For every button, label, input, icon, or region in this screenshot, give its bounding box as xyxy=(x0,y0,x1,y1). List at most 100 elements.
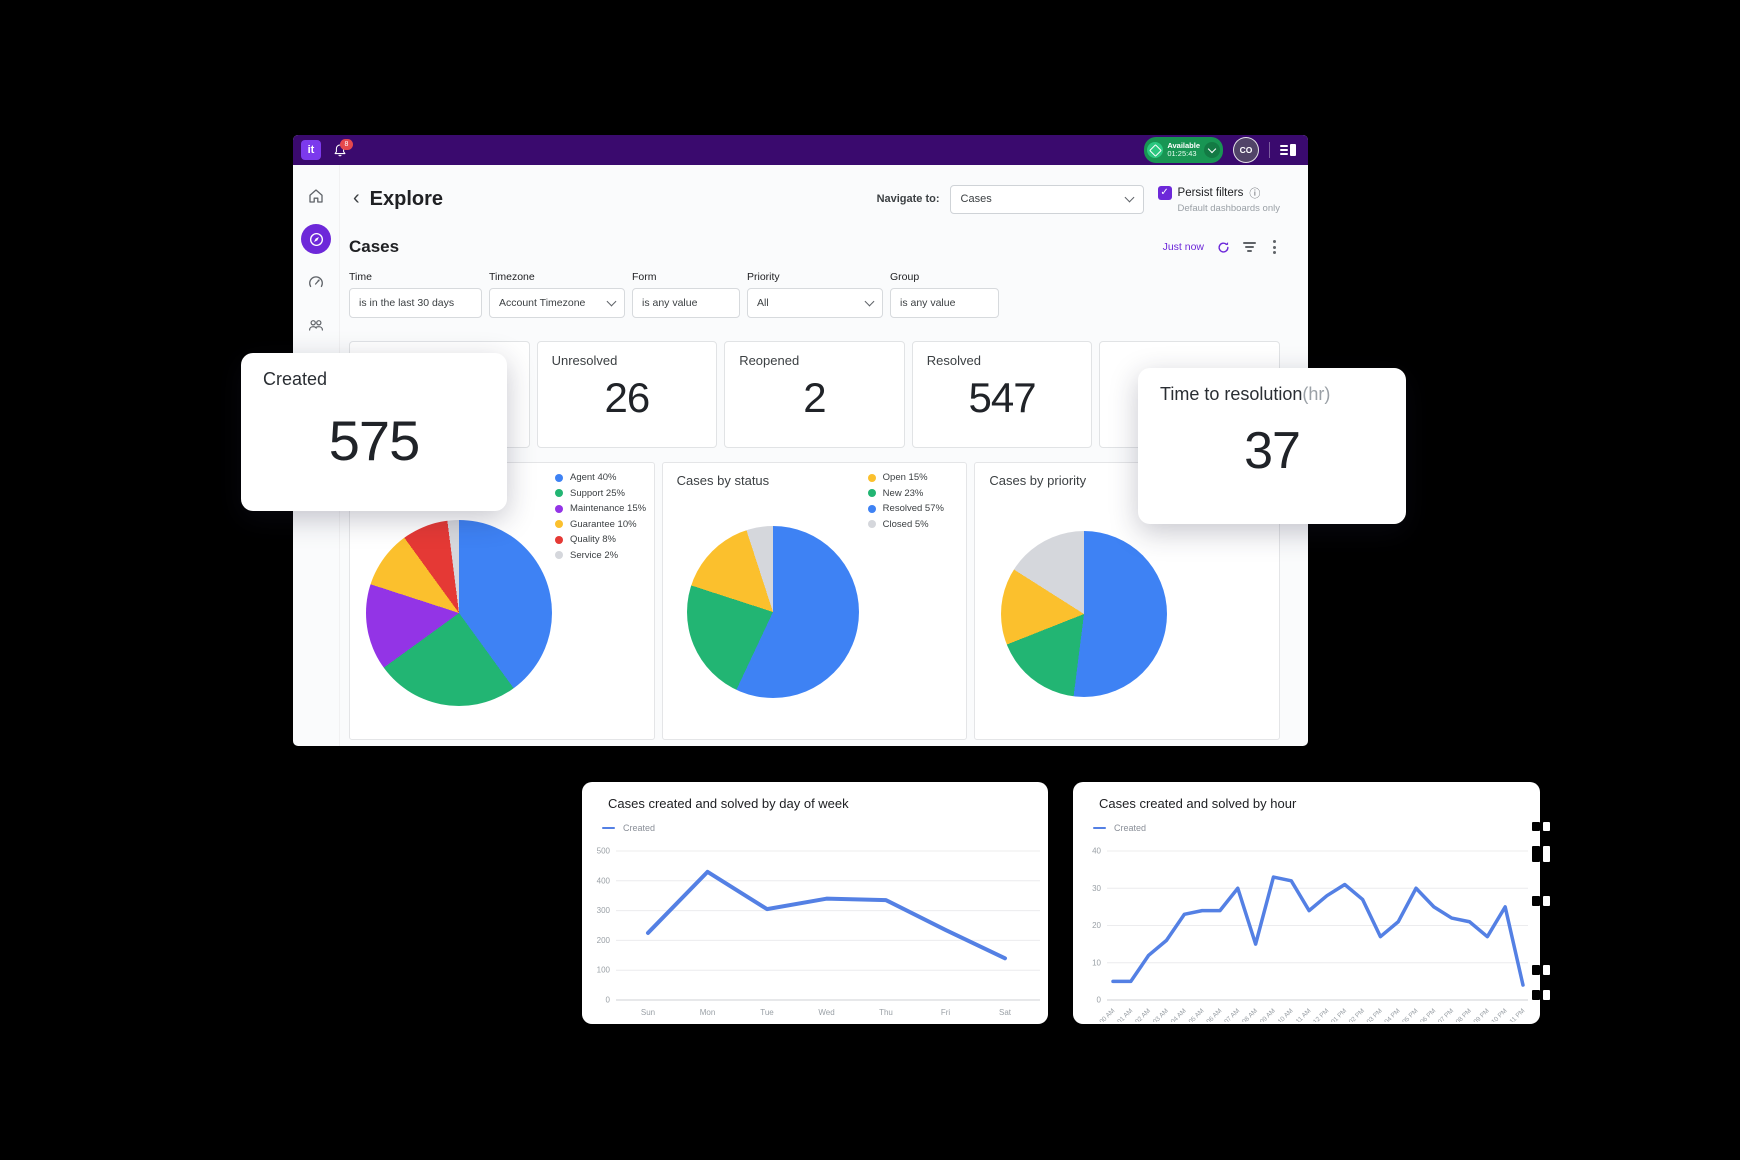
svg-text:03 AM: 03 AM xyxy=(1152,1007,1170,1022)
svg-text:02 AM: 02 AM xyxy=(1134,1007,1152,1022)
pie-legend: Agent 40% Support 25% Maintenance 15% Guara… xyxy=(555,472,646,561)
status-chevron-icon[interactable] xyxy=(1204,142,1220,158)
decor-dash-white xyxy=(1543,965,1550,975)
metric-value: 547 xyxy=(968,374,1037,421)
metric-card-created[interactable]: Created 575 xyxy=(241,353,507,511)
filter-icon[interactable] xyxy=(1243,242,1256,252)
svg-text:10 AM: 10 AM xyxy=(1277,1007,1295,1022)
svg-text:11 PM: 11 PM xyxy=(1509,1007,1527,1022)
legend-item: Agent 40% xyxy=(555,472,646,483)
svg-text:09 PM: 09 PM xyxy=(1473,1007,1491,1022)
topbar-divider xyxy=(1269,142,1270,158)
sidebar-item-home[interactable] xyxy=(301,181,331,211)
legend-item: Closed 5% xyxy=(867,518,944,530)
metric-card-resolved[interactable]: Resolved 547 xyxy=(911,341,1093,448)
metric-label: Created xyxy=(263,369,328,389)
page-title: Explore xyxy=(369,187,444,210)
cases-by-hour-line-chart[interactable]: 0 10 20 30 40 00 AM 01 AM 02 AM 03 AM 04 AM 05 AM 0… xyxy=(1073,837,1540,1027)
svg-text:300: 300 xyxy=(597,906,611,915)
persist-filters-checkbox[interactable]: ✓ xyxy=(1157,185,1172,200)
decor-notch xyxy=(1532,965,1540,975)
layout-panel-icon[interactable] xyxy=(1280,144,1296,156)
chart-card-cases-by-type: Agent 40% Support 25% Maintenance 15% Guara… xyxy=(349,462,655,740)
svg-text:09 AM: 09 AM xyxy=(1259,1007,1277,1022)
sidebar-item-explore[interactable] xyxy=(301,224,331,254)
filter-group: Group is any value xyxy=(890,271,999,318)
last-updated-label: Just now xyxy=(1162,241,1204,253)
legend-label: Closed 5% xyxy=(882,518,929,530)
filter-label: Time xyxy=(349,271,372,283)
series-name: Created xyxy=(623,823,656,833)
legend-dot xyxy=(555,551,563,559)
legend-item: Guarantee 10% xyxy=(555,519,646,530)
navigate-to-select[interactable]: Cases xyxy=(949,184,1144,214)
filter-select[interactable]: All xyxy=(747,288,883,318)
cases-by-priority-pie[interactable] xyxy=(1001,531,1168,697)
cases-by-status-pie[interactable] xyxy=(686,526,859,698)
filter-label: Group xyxy=(890,271,920,283)
legend-dot xyxy=(555,473,563,482)
persist-filters-note: Default dashboards only xyxy=(1177,202,1280,214)
metric-value: 37 xyxy=(1244,422,1301,480)
info-icon[interactable]: ⓘ xyxy=(1249,187,1261,200)
series-dash-icon xyxy=(602,826,615,830)
series-dash-icon xyxy=(1093,826,1106,830)
svg-text:01 AM: 01 AM xyxy=(1116,1007,1134,1022)
filter-form: Form is any value xyxy=(632,271,740,318)
chart-card-cases-by-status: Cases by status Open 15% New 23% Resolved … xyxy=(661,462,968,740)
svg-text:11 AM: 11 AM xyxy=(1295,1007,1313,1022)
line-legend: Created xyxy=(1093,823,1146,833)
navigate-to-label: Navigate to: xyxy=(876,193,940,205)
legend-item: Resolved 57% xyxy=(867,503,944,514)
app-logo[interactable]: it xyxy=(301,140,321,160)
svg-text:10: 10 xyxy=(1092,958,1101,967)
metric-card-unresolved[interactable]: Unresolved 26 xyxy=(536,341,718,448)
sidebar-item-dashboards[interactable] xyxy=(301,267,331,297)
svg-text:Sat: Sat xyxy=(999,1008,1012,1017)
chart-title: Cases created and solved by hour xyxy=(1099,796,1297,811)
home-icon xyxy=(309,189,323,203)
pie-legend: Open 15% New 23% Resolved 57% Closed 5% xyxy=(867,472,944,530)
refresh-icon[interactable] xyxy=(1217,241,1230,254)
svg-text:Mon: Mon xyxy=(700,1008,716,1017)
decor-dash-white xyxy=(1543,822,1550,831)
user-avatar[interactable]: CO xyxy=(1233,137,1259,163)
metric-card-reopened[interactable]: Reopened 2 xyxy=(724,341,905,448)
gauge-icon xyxy=(309,276,323,288)
filter-input[interactable]: is in the last 30 days xyxy=(349,288,482,318)
svg-text:05 AM: 05 AM xyxy=(1188,1007,1206,1022)
legend-item: Quality 8% xyxy=(555,534,646,545)
metric-label: Reopened xyxy=(739,353,800,368)
decor-dash-white xyxy=(1543,846,1550,862)
filter-input[interactable]: is any value xyxy=(632,288,740,318)
metric-card-time-to-resolution[interactable]: Time to resolution(hr) 37 xyxy=(1138,368,1406,524)
more-options-icon[interactable] xyxy=(1269,240,1280,254)
metric-label: Resolved xyxy=(926,353,981,368)
section-header: Cases Just now xyxy=(349,237,1280,257)
cases-by-day-line-chart[interactable]: 0 100 200 300 400 500 Sun Mon Tue Wed Thu Fri Sat xyxy=(582,837,1048,1027)
legend-item: Maintenance 15% xyxy=(555,503,646,514)
legend-label: Support 25% xyxy=(570,487,625,499)
cases-by-type-pie[interactable] xyxy=(366,520,552,706)
svg-text:02 PM: 02 PM xyxy=(1348,1007,1366,1022)
svg-text:10 PM: 10 PM xyxy=(1490,1007,1508,1022)
filter-label: Priority xyxy=(747,271,780,283)
page-header: ‹ Explore Navigate to: Cases ✓ Persist f… xyxy=(349,183,1280,215)
filter-label: Form xyxy=(632,271,657,283)
svg-text:30: 30 xyxy=(1092,884,1101,893)
svg-text:07 AM: 07 AM xyxy=(1223,1007,1241,1022)
filter-input[interactable]: is any value xyxy=(890,288,999,318)
notifications-button[interactable]: 8 xyxy=(333,138,353,158)
svg-text:Sun: Sun xyxy=(641,1008,655,1017)
compass-icon xyxy=(309,232,323,246)
filter-value: is any value xyxy=(642,297,698,309)
svg-text:07 PM: 07 PM xyxy=(1437,1007,1455,1022)
back-button[interactable]: ‹ xyxy=(353,186,360,209)
availability-status-button[interactable]: Available 01:25:43 xyxy=(1144,137,1223,163)
notification-badge: 8 xyxy=(340,138,353,150)
filter-timezone: Timezone Account Timezone xyxy=(489,271,625,318)
legend-dot xyxy=(867,489,876,497)
filter-select[interactable]: Account Timezone xyxy=(489,288,625,318)
legend-label: New 23% xyxy=(882,487,924,499)
sidebar-item-team[interactable] xyxy=(301,310,331,340)
